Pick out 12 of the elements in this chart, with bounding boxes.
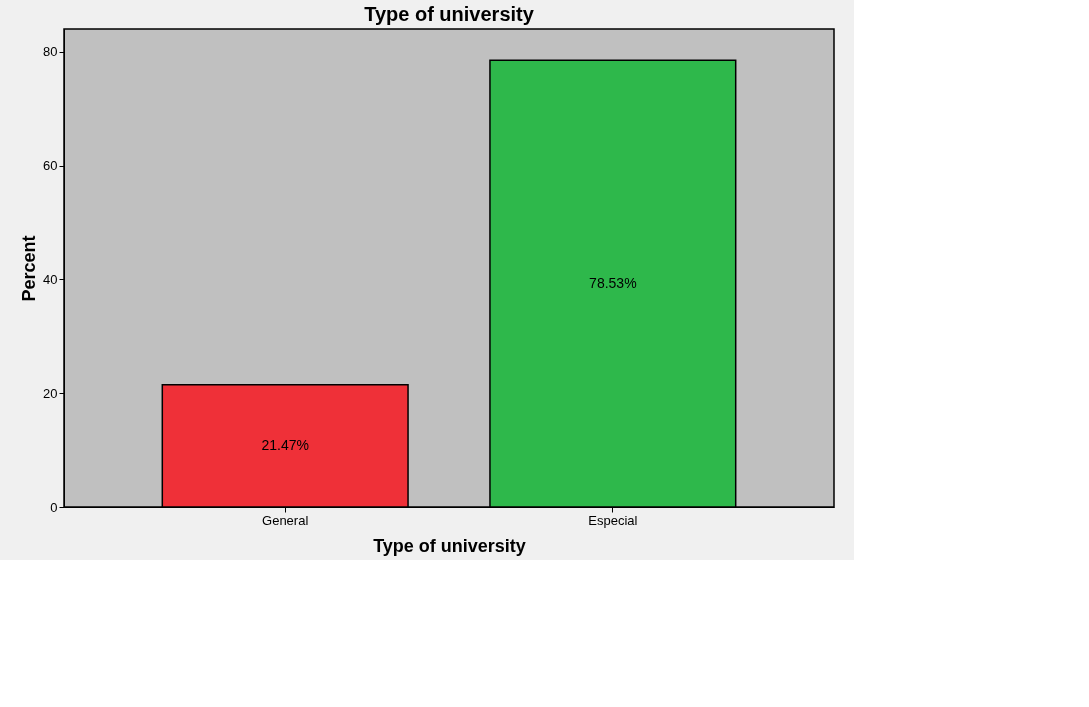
x-tick-label: General — [262, 512, 309, 528]
x-tick-label: Especial — [588, 512, 638, 528]
data-label: 78.53% — [589, 274, 637, 291]
chart-title: Type of university — [364, 3, 535, 25]
y-axis-title: Percent — [19, 235, 40, 302]
data-label: 21.47% — [261, 436, 309, 453]
y-tick-label: 80 — [43, 44, 58, 60]
y-tick-label: 40 — [43, 271, 58, 287]
y-tick-label: 0 — [50, 499, 58, 515]
y-tick-label: 20 — [43, 385, 58, 401]
y-tick-label: 60 — [43, 158, 58, 174]
x-axis-title: Type of university — [373, 535, 526, 556]
